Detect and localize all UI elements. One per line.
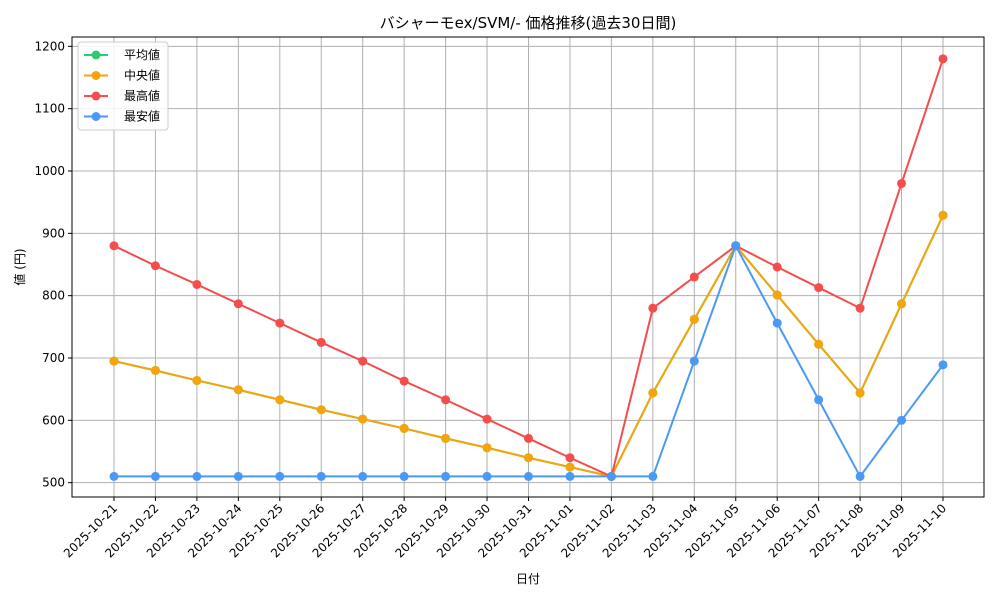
data-point <box>150 471 160 481</box>
data-point <box>316 405 326 415</box>
data-point <box>482 471 492 481</box>
data-point <box>358 414 368 424</box>
data-point <box>524 433 533 443</box>
data-point <box>275 318 285 328</box>
legend-marker-icon <box>91 112 101 121</box>
x-axis-label: 日付 <box>516 572 540 586</box>
data-point <box>233 471 243 481</box>
data-point <box>109 241 119 251</box>
data-point <box>275 471 285 481</box>
data-point <box>897 299 907 309</box>
y-tick-label: 1200 <box>34 39 65 53</box>
legend-marker-icon <box>91 91 101 101</box>
data-point <box>689 272 699 282</box>
data-point <box>524 471 533 481</box>
y-tick-label: 700 <box>42 351 65 365</box>
data-point <box>358 356 368 366</box>
data-point <box>648 471 658 481</box>
data-point <box>316 471 326 481</box>
data-point <box>109 356 119 366</box>
data-point <box>689 314 699 324</box>
y-tick-label: 800 <box>42 289 65 303</box>
data-point <box>565 453 575 463</box>
legend-label: 中央値 <box>124 68 160 83</box>
data-point <box>192 375 202 385</box>
chart-title: バシャーモex/SVM/- 価格推移(過去30日間) <box>380 14 677 32</box>
data-point <box>192 471 202 481</box>
data-point <box>399 423 409 433</box>
data-point <box>109 471 119 481</box>
data-point <box>772 318 782 328</box>
data-point <box>358 471 368 481</box>
data-point <box>938 54 948 64</box>
y-tick-label: 1100 <box>34 102 65 116</box>
data-point <box>441 471 451 481</box>
data-point <box>855 303 865 313</box>
data-point <box>855 388 865 398</box>
data-point <box>316 337 326 347</box>
data-point <box>897 415 907 425</box>
data-point <box>772 290 782 300</box>
data-point <box>772 262 782 272</box>
data-point <box>938 360 948 370</box>
data-point <box>275 395 285 405</box>
data-point <box>399 471 409 481</box>
grid <box>72 37 984 497</box>
data-point <box>897 178 907 188</box>
data-point <box>150 365 160 375</box>
data-point <box>399 376 409 386</box>
legend-label: 最高値 <box>124 88 160 103</box>
data-point <box>606 471 616 481</box>
legend-marker-icon <box>91 50 101 60</box>
data-point <box>814 339 824 349</box>
data-point <box>524 453 533 463</box>
series-3 <box>109 241 948 481</box>
legend-label: 平均値 <box>124 47 160 62</box>
y-axis: 500 600 700 800 900 1000 1100 1200 <box>34 39 72 490</box>
y-tick-label: 1000 <box>34 164 65 178</box>
data-point <box>233 299 243 309</box>
series-lines <box>109 54 948 481</box>
x-axis: 2025-10-212025-10-222025-10-232025-10-24… <box>61 497 949 560</box>
data-point <box>441 433 451 443</box>
legend-label: 最安値 <box>124 109 160 124</box>
data-point <box>482 414 492 424</box>
legend-box <box>77 41 169 131</box>
data-point <box>648 388 658 398</box>
y-tick-label: 500 <box>42 476 65 490</box>
y-axis-label: 値 (円) <box>12 248 27 285</box>
legend-marker-icon <box>91 71 101 80</box>
data-point <box>648 303 658 313</box>
y-tick-label: 900 <box>42 226 65 240</box>
data-point <box>855 471 865 481</box>
data-point <box>482 443 492 453</box>
data-point <box>814 283 824 293</box>
y-tick-label: 600 <box>42 413 65 427</box>
data-point <box>565 471 575 481</box>
data-point <box>192 279 202 289</box>
data-point <box>150 261 160 271</box>
data-point <box>233 385 243 395</box>
data-point <box>441 395 451 405</box>
data-point <box>938 210 948 220</box>
data-point <box>689 356 699 366</box>
data-point <box>565 462 575 472</box>
data-point <box>731 241 741 251</box>
data-point <box>814 395 824 405</box>
